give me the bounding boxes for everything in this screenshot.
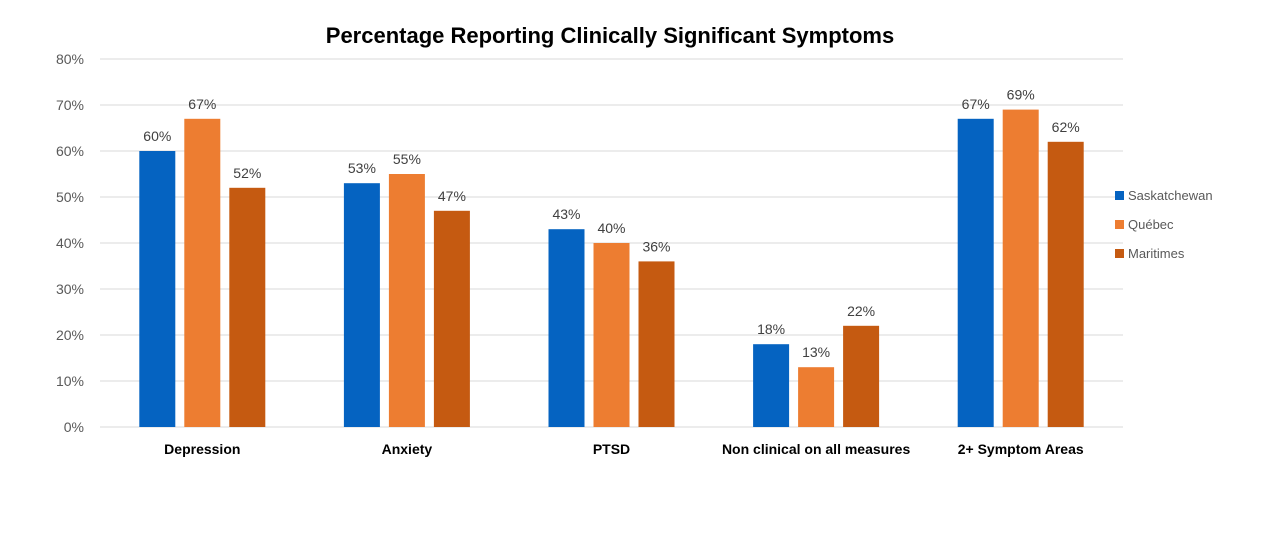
y-tick-label: 0% [64,419,84,435]
y-tick-label: 30% [56,281,84,297]
bars [139,109,1084,428]
bar [139,151,176,427]
data-label: 40% [597,220,625,236]
data-label: 55% [393,151,421,167]
bar [1047,141,1084,428]
y-tick-label: 10% [56,373,84,389]
legend-label: Maritimes [1128,246,1185,261]
legend-label: Saskatchewan [1128,188,1213,203]
data-label: 69% [1007,87,1035,103]
bar [388,174,425,427]
data-labels: 60% 67% 52% 53% 55% 47% 43% 40% 36% 18% 13% 22% 67% 6… [143,87,1079,361]
bar [638,261,675,427]
bar [548,229,585,427]
bar [593,243,630,427]
data-label: 22% [847,303,875,319]
x-category-label: Anxiety [382,441,433,457]
legend-swatch [1115,191,1124,200]
legend-label: Québec [1128,217,1174,232]
y-tick-label: 80% [56,51,84,67]
chart-title: Percentage Reporting Clinically Signific… [326,23,894,48]
bar [343,183,380,427]
bar [433,210,470,427]
y-axis-ticks: 0% 10% 20% 30% 40% 50% 60% 70% 80% [56,51,84,435]
bar [1002,109,1039,427]
bar [229,187,266,427]
y-tick-label: 50% [56,189,84,205]
bar [798,367,835,427]
data-label: 62% [1052,119,1080,135]
x-category-label: 2+ Symptom Areas [958,441,1084,457]
data-label: 67% [188,96,216,112]
legend-swatch [1115,249,1124,258]
x-category-label: Depression [164,441,240,457]
data-label: 52% [233,165,261,181]
bar [843,325,880,427]
legend: Saskatchewan Québec Maritimes [1115,188,1213,261]
bar [184,118,221,428]
bar [753,344,790,427]
data-label: 53% [348,160,376,176]
y-tick-label: 40% [56,235,84,251]
data-label: 18% [757,321,785,337]
data-label: 47% [438,188,466,204]
data-label: 67% [962,96,990,112]
y-tick-label: 60% [56,143,84,159]
y-tick-label: 70% [56,97,84,113]
data-label: 60% [143,128,171,144]
x-category-label: PTSD [593,441,630,457]
data-label: 43% [552,206,580,222]
x-axis-categories: Depression Anxiety PTSD Non clinical on all… [164,441,1084,457]
legend-swatch [1115,220,1124,229]
y-tick-label: 20% [56,327,84,343]
bar [957,118,994,428]
data-label: 36% [642,238,670,254]
x-category-label: Non clinical on all measures [722,441,911,457]
data-label: 13% [802,344,830,360]
